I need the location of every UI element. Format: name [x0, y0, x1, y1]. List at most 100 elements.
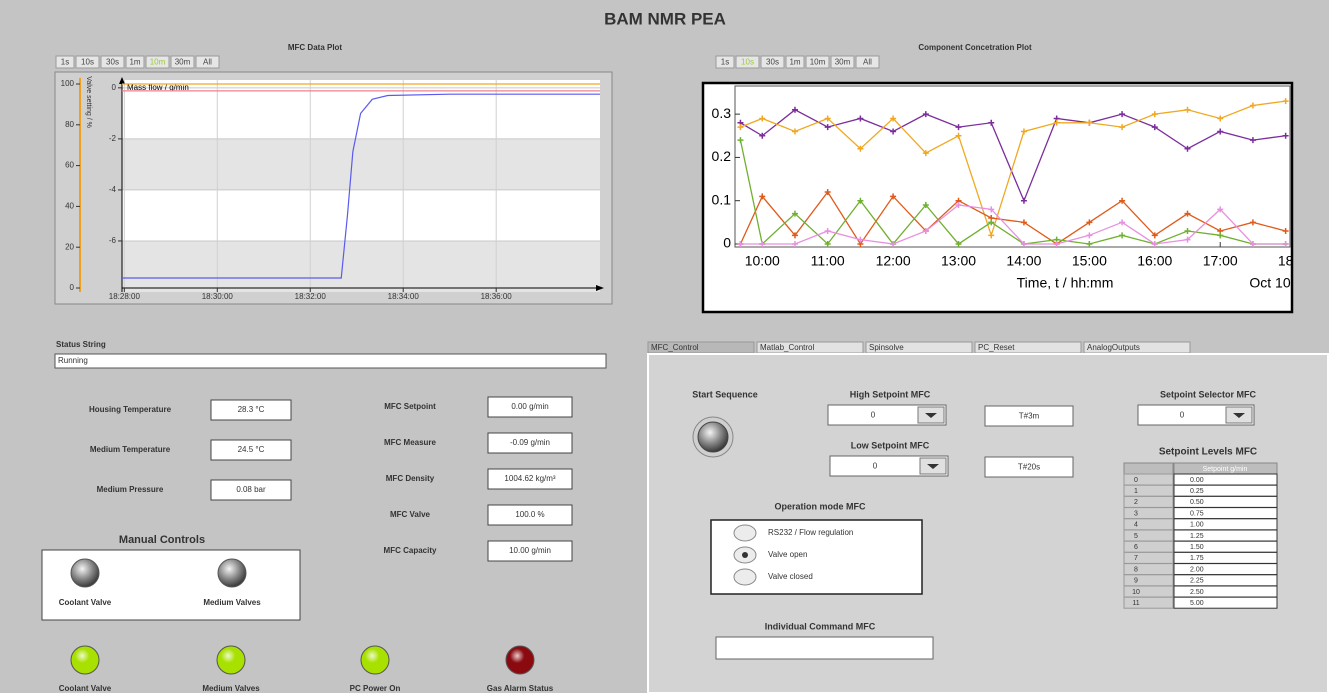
radio-label[interactable]: Valve open: [768, 550, 807, 559]
y2-tick-label: 100: [61, 79, 75, 88]
data-point: [1119, 111, 1126, 118]
data-point: [1217, 232, 1224, 239]
table-value[interactable]: 0.25: [1190, 488, 1204, 495]
data-point: [1184, 145, 1191, 152]
range-button[interactable]: [145, 55, 170, 69]
range-button-label[interactable]: 10m: [810, 58, 826, 67]
readout-box: [487, 540, 573, 562]
dropdown[interactable]: [827, 404, 947, 426]
dropdown-value[interactable]: 0: [1180, 411, 1185, 420]
lamp-glow: [361, 646, 389, 674]
range-button[interactable]: [75, 55, 100, 69]
range-button-label[interactable]: 30m: [175, 58, 191, 67]
range-button-label[interactable]: 10m: [150, 58, 166, 67]
timer-box[interactable]: [984, 405, 1074, 427]
range-button[interactable]: [830, 55, 855, 69]
push-button[interactable]: [217, 558, 247, 588]
data-point: [759, 193, 766, 200]
readout-label: MFC Valve: [390, 510, 431, 519]
table-value[interactable]: 2.00: [1190, 566, 1204, 573]
range-button[interactable]: [195, 55, 220, 69]
y2-tick-label: 80: [65, 120, 74, 129]
range-button[interactable]: [760, 55, 785, 69]
dropdown-value[interactable]: 0: [871, 411, 876, 420]
data-point: [1053, 119, 1060, 126]
start-button[interactable]: [697, 421, 729, 453]
range-button-label[interactable]: 10s: [741, 58, 754, 67]
data-point: [1282, 240, 1289, 247]
data-point: [1086, 232, 1093, 239]
range-button-label[interactable]: 1s: [721, 58, 729, 67]
range-button[interactable]: [125, 55, 145, 69]
readout-box: [487, 504, 573, 526]
range-button[interactable]: [735, 55, 760, 69]
readout-label: MFC Measure: [384, 438, 437, 447]
timer-value[interactable]: T#20s: [1018, 463, 1040, 472]
table-value[interactable]: 2.25: [1190, 578, 1204, 585]
range-button-label[interactable]: All: [863, 58, 872, 67]
table-index: 5: [1134, 533, 1138, 540]
radio-label[interactable]: RS232 / Flow regulation: [768, 528, 853, 537]
data-point: [1119, 219, 1126, 226]
range-button[interactable]: [715, 55, 735, 69]
data-point: [1086, 219, 1093, 226]
radio-button[interactable]: [733, 568, 757, 586]
table-index-cell: [1123, 529, 1174, 542]
section-label: Start Sequence: [692, 389, 758, 399]
data-point: [1282, 98, 1289, 105]
status-box: [54, 353, 607, 369]
range-button-label[interactable]: 1m: [789, 58, 800, 67]
table-value[interactable]: 1.75: [1190, 555, 1204, 562]
range-button[interactable]: [55, 55, 75, 69]
timer-value[interactable]: T#3m: [1019, 412, 1040, 421]
data-point: [737, 240, 744, 247]
range-button-label[interactable]: All: [203, 58, 212, 67]
table-value[interactable]: 1.00: [1190, 522, 1204, 529]
radio-button[interactable]: [733, 524, 757, 542]
dropdown-value[interactable]: 0: [873, 462, 878, 471]
tab-label[interactable]: PC_Reset: [978, 343, 1015, 352]
tab-label[interactable]: AnalogOutputs: [1087, 343, 1140, 352]
readout-box: [210, 479, 292, 501]
range-button[interactable]: [100, 55, 125, 69]
tab-label[interactable]: Matlab_Control: [760, 343, 814, 352]
range-button-label[interactable]: 30s: [766, 58, 779, 67]
data-point: [824, 124, 831, 131]
x-tick-label: 18:32:00: [295, 292, 327, 301]
table-index: 8: [1134, 566, 1138, 573]
readout-box: [210, 439, 292, 461]
range-button[interactable]: [785, 55, 805, 69]
table-value[interactable]: 5.00: [1190, 600, 1204, 607]
push-button[interactable]: [70, 558, 100, 588]
range-button-label[interactable]: 1s: [61, 58, 69, 67]
table-value-cell[interactable]: [1173, 596, 1278, 609]
table-value[interactable]: 0.00: [1190, 477, 1204, 484]
range-button-label[interactable]: 30m: [835, 58, 851, 67]
data-point: [759, 240, 766, 247]
grid-band: [122, 138, 600, 190]
range-button[interactable]: [170, 55, 195, 69]
command-input[interactable]: [715, 636, 934, 660]
x-tick-label: 14:00: [1006, 253, 1041, 269]
table-value[interactable]: 0.50: [1190, 499, 1204, 506]
timer-box[interactable]: [984, 456, 1074, 478]
tab-label[interactable]: MFC_Control: [651, 343, 699, 352]
data-point: [824, 240, 831, 247]
tab-label[interactable]: Spinsolve: [869, 343, 904, 352]
table-value[interactable]: 0.75: [1190, 510, 1204, 517]
range-button-label[interactable]: 30s: [106, 58, 119, 67]
radio-label[interactable]: Valve closed: [768, 572, 813, 581]
range-button-label[interactable]: 1m: [129, 58, 140, 67]
dropdown[interactable]: [829, 455, 949, 477]
range-button[interactable]: [805, 55, 830, 69]
data-point: [955, 124, 962, 131]
table-value[interactable]: 1.50: [1190, 544, 1204, 551]
lamp-glow: [217, 646, 245, 674]
table-value[interactable]: 2.50: [1190, 589, 1204, 596]
readout-label: MFC Setpoint: [384, 402, 436, 411]
table-index: 9: [1134, 578, 1138, 585]
range-button-label[interactable]: 10s: [81, 58, 94, 67]
dropdown[interactable]: [1137, 404, 1255, 426]
table-value[interactable]: 1.25: [1190, 533, 1204, 540]
range-button[interactable]: [855, 55, 880, 69]
